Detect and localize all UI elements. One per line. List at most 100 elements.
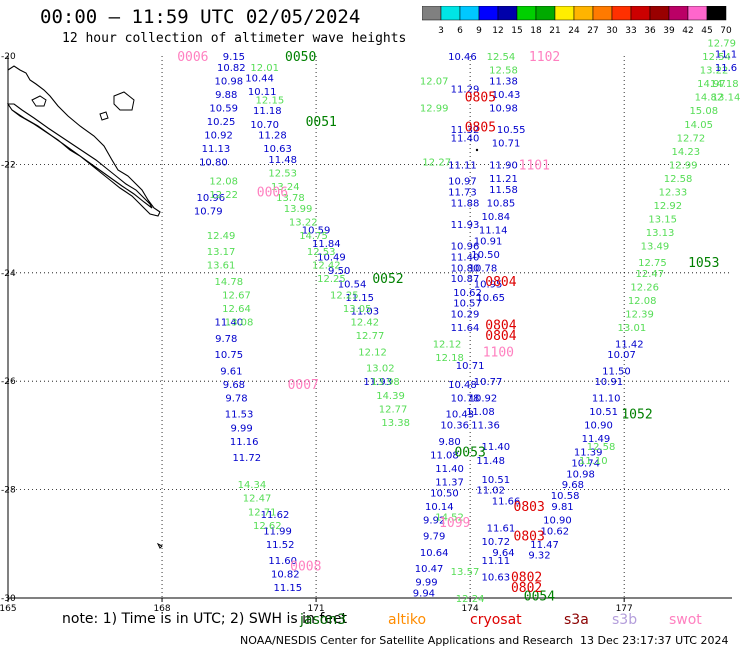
wave-height-reading: 13.57 [451,567,480,578]
wave-height-reading: 11.11 [448,160,477,171]
colorbar-label: 70 [720,26,732,36]
pass-number-label: 0803 [514,530,545,545]
wave-height-reading: 10.91 [594,377,623,388]
wave-height-reading: 11.61 [487,524,516,535]
wave-height-reading: 11.60 [268,556,297,567]
wave-height-reading: 10.80 [451,263,480,274]
wave-height-reading: 11.08 [430,450,459,461]
wave-height-reading: 12.25 [330,290,359,301]
wave-height-reading: 10.85 [487,198,516,209]
wave-height-reading: 12.54 [487,52,516,63]
wave-height-reading: 12.12 [433,339,462,350]
colorbar-label: 9 [476,26,482,36]
wave-height-reading: 9.78 [225,393,247,404]
wave-height-reading: 11.28 [258,131,287,142]
pass-number-label: 0053 [454,446,485,461]
wave-height-reading: 10.25 [207,117,236,128]
colorbar-label: 18 [530,26,542,36]
pass-number-label: 0805 [465,120,496,135]
wave-height-reading: 9.50 [328,266,350,277]
wave-height-reading: 9.99 [230,423,252,434]
wave-height-reading: 10.65 [476,293,505,304]
wave-height-reading: 10.75 [214,350,243,361]
colorbar-label: 6 [457,26,463,36]
wave-height-reading: 9.32 [528,551,550,562]
lat-tick-label: -20 [1,52,16,62]
wave-height-reading: 12.49 [207,231,236,242]
colorbar-label: 21 [549,26,560,36]
wave-height-reading: 11.13 [202,144,231,155]
wave-height-reading: 10.84 [481,212,510,223]
wave-height-reading: 10.91 [474,236,503,247]
pass-number-label: 0008 [290,559,321,574]
wave-height-reading: 12.33 [659,188,688,199]
lat-tick-label: -30 [1,594,16,604]
pass-number-label: 0802 [511,570,542,585]
wave-height-reading: 12.67 [222,290,251,301]
wave-height-reading: 11.37 [435,477,464,488]
wave-height-reading: 12.75 [638,258,667,269]
pass-number-label: 0054 [524,589,555,604]
wave-height-reading: 12.62 [253,521,282,532]
pass-number-label: 0803 [514,500,545,515]
credit-text: NOAA/NESDIS Center for Satellite Applica… [240,634,574,647]
wave-height-reading: 11.93 [363,377,392,388]
wave-height-reading: 11.16 [230,437,259,448]
wave-height-reading: 12.42 [312,261,341,272]
pass-number-label: 0051 [306,115,337,130]
map-title: 00:00 – 11:59 UTC 02/05/2024 [40,6,361,28]
wave-height-reading: 13.15 [648,215,677,226]
wave-height-reading: 10.63 [263,144,292,155]
axis-tick-labels: 165 168 171 174 177 -20 -22 -24 -26 -28 -30 [0,52,633,614]
wave-height-reading: 9.99 [415,578,437,589]
altimeter-tracks: 9.1510.8210.989.8810.5910.2510.9211.1310… [194,38,740,605]
wave-height-reading: 10.78 [451,393,480,404]
wave-height-reading: 14.78 [214,277,243,288]
wave-height-reading: 13.17 [207,247,236,258]
wave-height-reading: 12.42 [351,318,380,329]
wave-height-reading: 13.13 [646,228,675,239]
coastline [6,65,479,549]
wave-height-reading: 11.40 [214,318,243,329]
wave-height-reading: 12.15 [256,95,285,106]
wave-height-reading: 13.61 [207,261,236,272]
wave-height-reading: 10.14 [425,502,454,513]
wave-height-reading: 10.47 [415,564,444,575]
wave-height-reading: 12.26 [630,282,659,293]
wave-height-reading: 10.98 [566,469,595,480]
wave-height-reading: 13.01 [618,323,647,334]
wave-height-reading: 9.61 [220,366,242,377]
wave-height-reading: 10.62 [453,288,482,299]
wave-height-reading: 12.71 [248,507,277,518]
pass-number-label: 0804 [485,275,516,290]
wave-height-reading: 11.62 [261,510,290,521]
wave-height-reading: 11.40 [451,133,480,144]
pass-number-label: 1052 [621,408,652,423]
lon-tick-label: 171 [307,604,324,614]
wave-height-reading: 9.81 [551,502,573,513]
wave-height-reading: 12.39 [625,309,654,320]
wave-height-reading: 12.18 [435,353,464,364]
wave-height-reading: 14.52 [435,513,464,524]
wave-height-reading: 11.73 [448,188,477,199]
wave-height-reading: 11.48 [476,456,505,467]
wave-height-reading: 12.53 [268,169,297,180]
wave-height-reading: 12.01 [250,63,279,74]
wave-height-reading: 9.78 [215,334,237,345]
wave-height-reading: 10.78 [469,263,498,274]
wave-height-reading: 9.68 [223,380,245,391]
wave-height-reading: 10.51 [589,407,618,418]
wave-height-reading: 11.72 [232,453,261,464]
wave-height-reading: 11.1 [715,49,737,60]
wave-height-reading: 9.15 [223,52,245,63]
wave-height-reading: 10.92 [204,131,233,142]
wave-height-reading: 11.40 [435,464,464,475]
wave-height-reading: 10.82 [271,570,300,581]
wave-height-reading: 10.70 [250,120,279,131]
wave-height-reading: 10.58 [551,491,580,502]
wave-height-reading: 11.15 [274,583,303,594]
wave-height-reading: 11.6 [715,63,737,74]
pass-number-label: 1100 [483,345,514,360]
